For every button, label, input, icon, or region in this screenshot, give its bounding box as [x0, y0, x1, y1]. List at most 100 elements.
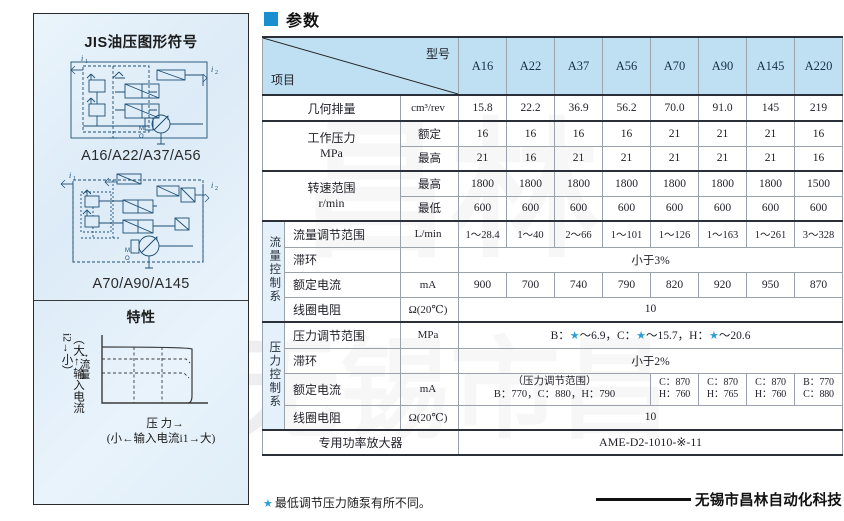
cell-hysteresis-flow-merged: 小于3% — [458, 246, 844, 273]
table-row: 滞环 小于3% — [263, 246, 844, 273]
cell-displacement-a37: 36.9 — [554, 94, 604, 122]
row-label-working-pressure-text: 工作压力 — [307, 131, 356, 145]
cell-speed-min-a220: 600 — [794, 195, 844, 222]
cell-speed-min-a90: 600 — [698, 195, 748, 222]
cell-wp-rated-a145: 21 — [746, 120, 796, 147]
cell-speed-min-a16: 600 — [458, 195, 508, 222]
group-label-flow-control: 流量控制系 — [262, 220, 285, 323]
footnote-text: 最低调节压力随泵有所不同。 — [274, 496, 431, 510]
cell-rc-flow-a16: 900 — [458, 271, 508, 298]
rc-a90-line2: H：765 — [706, 389, 739, 400]
pr-part-c: ～6.9，C： — [579, 330, 637, 343]
cell-rc-pressure-merged-left: （压力调节范围） B：770，C：880，H：790 — [458, 372, 652, 406]
cell-rc-flow-a220: 870 — [794, 271, 844, 298]
table-row: 转速范围 r/min 最高 1800 1800 1800 1800 1800 1… — [262, 170, 844, 222]
table-row: 最低 600 600 600 600 600 600 600 600 — [263, 195, 844, 222]
cell-rc-flow-a90: 920 — [698, 271, 748, 298]
row-label-rated-current-flow: 额定电流 — [284, 271, 401, 298]
row-label-pressure-range: 压力调节范围 — [284, 321, 401, 349]
cell-wp-max-a90: 21 — [698, 145, 748, 172]
chart-y-inner-label: ↑流量 — [78, 353, 90, 380]
cell-coil-resistance-pressure-merged: 10 — [458, 404, 844, 431]
cell-rc-pressure-a90: C：870 H：765 — [698, 372, 748, 406]
model-header-a220: A220 — [794, 36, 844, 96]
row-unit-flow-range: L/min — [399, 220, 460, 248]
row-label-rated-current-pressure: 额定电流 — [284, 372, 401, 406]
pr-part-h: ～15.7，H： — [646, 330, 709, 343]
cell-speed-max-a145: 1800 — [746, 170, 796, 197]
cell-wp-rated-a37: 16 — [554, 120, 604, 147]
cell-hysteresis-pressure-merged: 小于2% — [458, 347, 844, 374]
cell-power-amplifier-merged: AME-D2-1010-※-11 — [458, 429, 844, 456]
cell-speed-max-a16: 1800 — [458, 170, 508, 197]
cell-wp-max-a16: 21 — [458, 145, 508, 172]
model-header-a56: A56 — [602, 36, 652, 96]
cell-speed-max-a37: 1800 — [554, 170, 604, 197]
model-header-a37: A37 — [554, 36, 604, 96]
cell-displacement-a56: 56.2 — [602, 94, 652, 122]
cell-flow-range-a70: 1～126 — [650, 220, 700, 248]
row-unit-rated-current-pressure: mA — [399, 372, 460, 406]
cell-pressure-range-merged: B：★～6.9，C：★～15.7，H：★～20.6 — [458, 321, 844, 349]
row-unit-displacement: cm³/rev — [399, 94, 460, 122]
row-label-speed-range-unit: r/min — [318, 196, 345, 210]
brand-rule — [596, 498, 691, 501]
row-label-flow-range: 流量调节范围 — [284, 220, 401, 248]
svg-text:O: O — [139, 134, 144, 140]
cell-displacement-a16: 15.8 — [458, 94, 508, 122]
pr-part-end: ～20.6 — [718, 330, 751, 343]
star-icon-b: ★ — [569, 330, 580, 343]
jis-symbol-section: JIS油压图形符号 — [34, 14, 248, 164]
sublabel-rated: 额定 — [399, 120, 460, 147]
cell-flow-range-a22: 1～40 — [506, 220, 556, 248]
rc-pressure-line2: B：770，C：880，H：790 — [493, 389, 616, 400]
hydraulic-schematic-a16: i 1 i 2 M O — [70, 54, 218, 145]
panel-divider — [34, 300, 248, 302]
sublabel-speed-min: 最低 — [399, 195, 460, 222]
characteristics-chart: （大←输入电流i2→小） ↑流量 压 力→ (小←输 — [34, 327, 248, 446]
svg-text:i: i — [81, 54, 83, 63]
table-row: 额定电流 mA （压力调节范围） B：770，C：880，H：790 C：870… — [263, 372, 844, 406]
table-row: 最高 21 16 21 21 21 21 21 16 — [263, 145, 844, 172]
rc-pressure-line1: （压力调节范围） — [512, 376, 597, 388]
table-header-row: 型号 项目 A16 A22 A37 A56 A70 A90 A145 A220 — [261, 36, 844, 96]
characteristics-curve — [101, 335, 208, 404]
cell-flow-range-a56: 1～101 — [602, 220, 652, 248]
cell-wp-rated-a22: 16 — [506, 120, 556, 147]
cell-speed-min-a56: 600 — [602, 195, 652, 222]
cell-wp-max-a37: 21 — [554, 145, 604, 172]
svg-text:M: M — [139, 126, 144, 132]
rc-a220-line2: C：880 — [803, 389, 834, 400]
cell-speed-max-a22: 1800 — [506, 170, 556, 197]
chart-x-axis-sublabel: (小←输入电流i1→大) — [106, 433, 216, 446]
table-row: 工作压力 MPa 额定 16 16 16 16 21 21 21 16 — [262, 120, 844, 172]
table-row: 压力控制系 压力调节范围 MPa B：★～6.9，C：★～15.7，H：★～20… — [262, 321, 844, 431]
svg-text:1: 1 — [73, 176, 76, 182]
table-row: 滞环 小于2% — [263, 347, 844, 374]
cell-flow-range-a220: 3～328 — [794, 220, 844, 248]
cell-displacement-a220: 219 — [794, 94, 844, 122]
cell-speed-max-a70: 1800 — [650, 170, 700, 197]
cell-speed-min-a37: 600 — [554, 195, 604, 222]
row-unit-hysteresis-pressure — [399, 347, 460, 374]
cell-displacement-a70: 70.0 — [650, 94, 700, 122]
svg-text:O: O — [125, 256, 130, 262]
rc-a145-line2: H：760 — [754, 389, 787, 400]
cell-rc-flow-a70: 820 — [650, 271, 700, 298]
table-row: 额定电流 mA 900 700 740 790 820 920 950 870 — [263, 271, 844, 298]
model-header-a90: A90 — [698, 36, 748, 96]
sublabel-speed-max: 最高 — [399, 170, 460, 197]
cell-speed-max-a220: 1500 — [794, 170, 844, 197]
cell-flow-range-a37: 2～66 — [554, 220, 604, 248]
row-label-speed-range: 转速范围 r/min — [262, 170, 401, 222]
cell-flow-range-a16: 1～28.4 — [458, 220, 508, 248]
row-label-hysteresis-pressure: 滞环 — [284, 347, 401, 374]
svg-text:i: i — [211, 65, 213, 74]
page-title: 参数 — [286, 13, 321, 30]
svg-text:i: i — [69, 171, 71, 180]
svg-text:M: M — [125, 248, 130, 254]
table-row: 流量控制系 流量调节范围 L/min 1～28.4 1～40 2～66 1～10… — [262, 220, 844, 323]
cell-flow-range-a145: 1～261 — [746, 220, 796, 248]
rc-a90-line1: C：870 — [707, 376, 738, 388]
star-icon-c: ★ — [636, 330, 647, 343]
